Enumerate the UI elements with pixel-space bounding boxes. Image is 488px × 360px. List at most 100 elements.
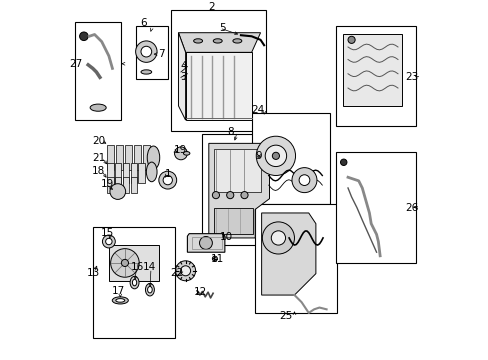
Bar xyxy=(122,176,129,193)
Circle shape xyxy=(110,184,125,199)
Text: 15: 15 xyxy=(100,228,114,238)
Bar xyxy=(107,145,114,170)
Bar xyxy=(130,176,137,193)
Ellipse shape xyxy=(147,146,160,169)
Circle shape xyxy=(174,147,187,160)
Circle shape xyxy=(212,256,217,261)
Text: 6: 6 xyxy=(140,18,147,28)
Circle shape xyxy=(121,259,128,266)
Text: 25: 25 xyxy=(278,311,291,321)
Circle shape xyxy=(212,192,219,199)
Ellipse shape xyxy=(132,279,137,286)
Bar xyxy=(130,163,137,183)
Bar xyxy=(116,145,123,170)
Circle shape xyxy=(105,238,112,245)
Bar xyxy=(107,176,113,193)
Text: 8: 8 xyxy=(227,127,234,136)
Text: 19: 19 xyxy=(173,145,187,156)
Polygon shape xyxy=(187,234,224,252)
Bar xyxy=(115,163,121,183)
Text: 19: 19 xyxy=(101,179,114,189)
Circle shape xyxy=(291,168,316,193)
Text: 24: 24 xyxy=(251,105,264,115)
Circle shape xyxy=(102,235,115,248)
Ellipse shape xyxy=(112,297,128,304)
Circle shape xyxy=(199,237,212,249)
Text: 1: 1 xyxy=(165,169,172,179)
Bar xyxy=(201,134,278,245)
Bar xyxy=(115,176,121,193)
Bar xyxy=(191,237,222,249)
Circle shape xyxy=(272,152,279,159)
Bar xyxy=(122,163,129,183)
Text: 27: 27 xyxy=(69,59,82,69)
Text: 20: 20 xyxy=(92,136,105,146)
Text: 2: 2 xyxy=(208,2,215,12)
Polygon shape xyxy=(261,213,315,295)
Bar xyxy=(142,145,150,170)
Circle shape xyxy=(175,261,195,281)
Text: 7: 7 xyxy=(158,49,164,59)
Bar xyxy=(135,26,167,79)
Bar xyxy=(342,35,401,106)
Circle shape xyxy=(299,175,309,185)
Ellipse shape xyxy=(141,70,151,74)
Bar xyxy=(214,149,260,192)
Text: 21: 21 xyxy=(92,153,105,163)
Text: 26: 26 xyxy=(405,203,418,213)
Circle shape xyxy=(163,175,172,185)
Polygon shape xyxy=(208,143,269,238)
Text: 18: 18 xyxy=(92,166,105,176)
Circle shape xyxy=(340,159,346,166)
Text: 16: 16 xyxy=(130,261,144,271)
Circle shape xyxy=(180,266,190,276)
Text: 23: 23 xyxy=(405,72,418,82)
Polygon shape xyxy=(185,52,251,120)
Bar xyxy=(171,9,265,131)
Ellipse shape xyxy=(146,162,157,182)
Text: 17: 17 xyxy=(112,287,125,297)
Circle shape xyxy=(241,192,247,199)
Text: 11: 11 xyxy=(210,254,224,264)
Polygon shape xyxy=(178,33,185,120)
Circle shape xyxy=(110,249,139,277)
Text: 5: 5 xyxy=(219,23,225,33)
Bar xyxy=(109,245,159,281)
Ellipse shape xyxy=(147,287,152,293)
Circle shape xyxy=(271,231,285,245)
Circle shape xyxy=(159,171,176,189)
Polygon shape xyxy=(178,33,260,52)
Bar xyxy=(251,113,329,204)
Text: 9: 9 xyxy=(255,151,261,161)
Ellipse shape xyxy=(90,104,106,111)
Circle shape xyxy=(264,145,286,167)
Ellipse shape xyxy=(116,299,124,302)
Bar xyxy=(214,208,253,234)
Circle shape xyxy=(135,41,157,62)
Ellipse shape xyxy=(213,39,222,43)
Bar xyxy=(335,26,415,126)
Text: 12: 12 xyxy=(193,287,206,297)
Text: 13: 13 xyxy=(86,268,100,278)
Ellipse shape xyxy=(183,152,189,155)
Bar xyxy=(134,145,141,170)
Circle shape xyxy=(262,222,294,254)
Text: 3: 3 xyxy=(180,72,186,82)
Bar xyxy=(255,204,337,313)
Ellipse shape xyxy=(130,276,139,289)
Bar xyxy=(138,163,144,183)
Text: 22: 22 xyxy=(170,268,183,278)
Text: 14: 14 xyxy=(142,261,156,271)
Text: 10: 10 xyxy=(219,232,232,242)
Bar xyxy=(124,145,132,170)
Bar xyxy=(75,22,121,120)
Ellipse shape xyxy=(193,39,202,43)
Ellipse shape xyxy=(232,39,242,43)
Circle shape xyxy=(347,36,354,44)
Ellipse shape xyxy=(145,283,154,296)
Circle shape xyxy=(80,32,88,41)
Bar xyxy=(93,227,175,338)
Bar xyxy=(107,163,113,183)
Circle shape xyxy=(226,192,233,199)
Circle shape xyxy=(256,136,295,175)
